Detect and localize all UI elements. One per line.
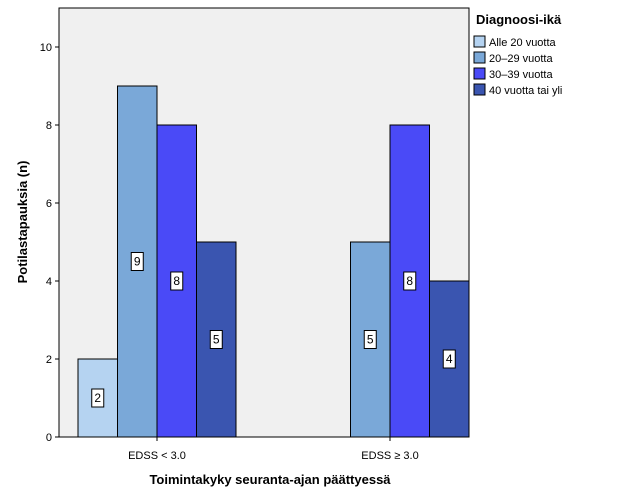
legend-label: 40 vuotta tai yli xyxy=(489,85,562,97)
x-tick-label: EDSS < 3.0 xyxy=(128,450,186,462)
bar-value-label: 8 xyxy=(406,274,413,288)
bar-value-label: 2 xyxy=(94,391,101,405)
bar-value-box xyxy=(442,349,456,369)
legend-swatch xyxy=(473,67,486,80)
bar-labels: 2 9 8 5 5 8 4 xyxy=(91,252,456,408)
bar-value-label: 4 xyxy=(446,352,453,366)
y-tick-label: 8 xyxy=(46,120,52,132)
legend-title: Diagnoosi-ikä xyxy=(476,12,562,27)
bar-value-box xyxy=(403,271,417,291)
legend: Diagnoosi-ikä Alle 20 vuotta 20–29 vuotta… xyxy=(473,12,562,97)
x-tick-label: EDSS ≥ 3.0 xyxy=(361,450,418,462)
legend-label: 30–39 vuotta xyxy=(489,69,553,81)
bar-value-box xyxy=(170,271,184,291)
y-axis-title: Potilastapauksia (n) xyxy=(15,161,30,284)
y-tick-label: 6 xyxy=(46,198,52,210)
y-tick-label: 0 xyxy=(46,432,52,444)
y-tick-label: 2 xyxy=(46,354,52,366)
legend-swatch xyxy=(473,35,486,48)
bar-value-label: 5 xyxy=(367,333,374,347)
bar-value-label: 8 xyxy=(173,274,180,288)
legend-swatch xyxy=(473,83,486,96)
legend-label: Alle 20 vuotta xyxy=(489,37,557,49)
bar-value-box xyxy=(91,388,105,408)
x-axis: EDSS < 3.0 EDSS ≥ 3.0 xyxy=(128,437,419,462)
bar-value-label: 5 xyxy=(213,333,220,347)
y-axis: 0 2 4 6 8 10 xyxy=(40,42,59,444)
y-tick-label: 4 xyxy=(46,276,52,288)
bar-value-box xyxy=(209,330,223,349)
x-axis-title: Toimintakyky seuranta-ajan päättyessä xyxy=(149,472,391,487)
bar-value-box xyxy=(130,252,144,271)
legend-label: 20–29 vuotta xyxy=(489,53,553,65)
bar-value-label: 9 xyxy=(134,255,141,269)
y-tick-label: 10 xyxy=(40,42,52,54)
bar-value-box xyxy=(363,330,377,349)
legend-swatch xyxy=(473,51,486,64)
